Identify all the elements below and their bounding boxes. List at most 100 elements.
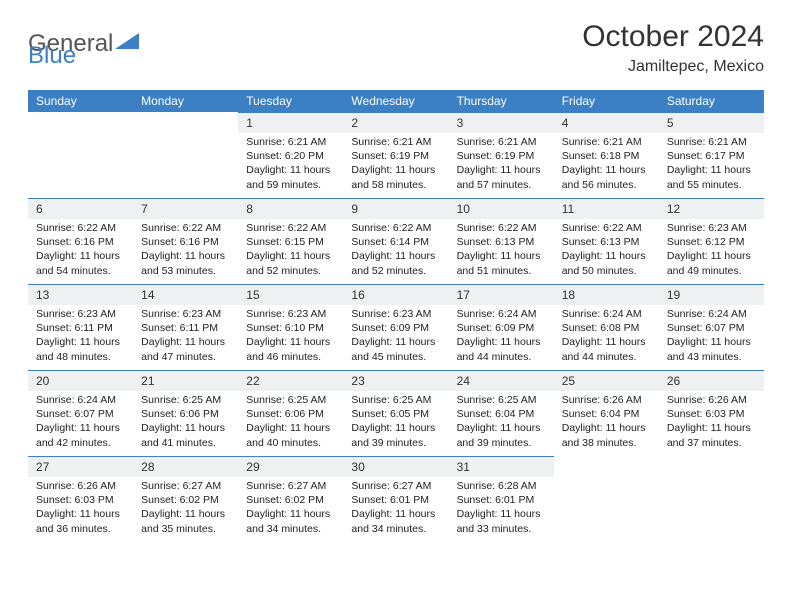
day-info: Sunrise: 6:22 AMSunset: 6:13 PMDaylight:… xyxy=(554,219,659,282)
calendar-cell: 29Sunrise: 6:27 AMSunset: 6:02 PMDayligh… xyxy=(238,456,343,542)
page-title: October 2024 xyxy=(582,20,764,54)
day-info: Sunrise: 6:22 AMSunset: 6:16 PMDaylight:… xyxy=(28,219,133,282)
day-info: Sunrise: 6:23 AMSunset: 6:11 PMDaylight:… xyxy=(133,305,238,368)
calendar-cell xyxy=(28,112,133,198)
day-info: Sunrise: 6:21 AMSunset: 6:18 PMDaylight:… xyxy=(554,133,659,196)
calendar-cell: 21Sunrise: 6:25 AMSunset: 6:06 PMDayligh… xyxy=(133,370,238,456)
calendar-cell: 12Sunrise: 6:23 AMSunset: 6:12 PMDayligh… xyxy=(659,198,764,284)
day-info: Sunrise: 6:26 AMSunset: 6:03 PMDaylight:… xyxy=(659,391,764,454)
day-number: 12 xyxy=(659,198,764,219)
day-number: 28 xyxy=(133,456,238,477)
day-info: Sunrise: 6:21 AMSunset: 6:17 PMDaylight:… xyxy=(659,133,764,196)
calendar-cell: 19Sunrise: 6:24 AMSunset: 6:07 PMDayligh… xyxy=(659,284,764,370)
day-info: Sunrise: 6:23 AMSunset: 6:12 PMDaylight:… xyxy=(659,219,764,282)
calendar-cell: 1Sunrise: 6:21 AMSunset: 6:20 PMDaylight… xyxy=(238,112,343,198)
day-info: Sunrise: 6:23 AMSunset: 6:11 PMDaylight:… xyxy=(28,305,133,368)
day-number: 4 xyxy=(554,112,659,133)
calendar-cell: 24Sunrise: 6:25 AMSunset: 6:04 PMDayligh… xyxy=(449,370,554,456)
calendar-cell: 8Sunrise: 6:22 AMSunset: 6:15 PMDaylight… xyxy=(238,198,343,284)
weekday-header: Friday xyxy=(554,90,659,112)
day-number: 15 xyxy=(238,284,343,305)
day-info: Sunrise: 6:25 AMSunset: 6:06 PMDaylight:… xyxy=(133,391,238,454)
calendar-cell: 10Sunrise: 6:22 AMSunset: 6:13 PMDayligh… xyxy=(449,198,554,284)
day-info: Sunrise: 6:25 AMSunset: 6:04 PMDaylight:… xyxy=(449,391,554,454)
weekday-header: Monday xyxy=(133,90,238,112)
title-block: October 2024 Jamiltepec, Mexico xyxy=(582,20,764,76)
day-info: Sunrise: 6:24 AMSunset: 6:08 PMDaylight:… xyxy=(554,305,659,368)
day-number: 26 xyxy=(659,370,764,391)
calendar-cell: 14Sunrise: 6:23 AMSunset: 6:11 PMDayligh… xyxy=(133,284,238,370)
day-number: 22 xyxy=(238,370,343,391)
calendar-week-row: 20Sunrise: 6:24 AMSunset: 6:07 PMDayligh… xyxy=(28,370,764,456)
day-number: 9 xyxy=(343,198,448,219)
weekday-header: Thursday xyxy=(449,90,554,112)
logo: General Blue xyxy=(28,20,139,68)
day-info: Sunrise: 6:22 AMSunset: 6:13 PMDaylight:… xyxy=(449,219,554,282)
weekday-header: Sunday xyxy=(28,90,133,112)
day-number: 29 xyxy=(238,456,343,477)
calendar-cell: 9Sunrise: 6:22 AMSunset: 6:14 PMDaylight… xyxy=(343,198,448,284)
calendar-cell: 25Sunrise: 6:26 AMSunset: 6:04 PMDayligh… xyxy=(554,370,659,456)
day-info: Sunrise: 6:26 AMSunset: 6:03 PMDaylight:… xyxy=(28,477,133,540)
calendar-cell: 18Sunrise: 6:24 AMSunset: 6:08 PMDayligh… xyxy=(554,284,659,370)
day-info: Sunrise: 6:22 AMSunset: 6:15 PMDaylight:… xyxy=(238,219,343,282)
day-info: Sunrise: 6:26 AMSunset: 6:04 PMDaylight:… xyxy=(554,391,659,454)
day-number: 10 xyxy=(449,198,554,219)
calendar-cell xyxy=(133,112,238,198)
weekday-header: Wednesday xyxy=(343,90,448,112)
calendar-week-row: 13Sunrise: 6:23 AMSunset: 6:11 PMDayligh… xyxy=(28,284,764,370)
calendar-cell: 13Sunrise: 6:23 AMSunset: 6:11 PMDayligh… xyxy=(28,284,133,370)
day-info: Sunrise: 6:25 AMSunset: 6:06 PMDaylight:… xyxy=(238,391,343,454)
calendar-cell: 5Sunrise: 6:21 AMSunset: 6:17 PMDaylight… xyxy=(659,112,764,198)
day-info: Sunrise: 6:21 AMSunset: 6:19 PMDaylight:… xyxy=(343,133,448,196)
calendar-cell: 4Sunrise: 6:21 AMSunset: 6:18 PMDaylight… xyxy=(554,112,659,198)
calendar-header-row: SundayMondayTuesdayWednesdayThursdayFrid… xyxy=(28,90,764,112)
calendar-cell xyxy=(554,456,659,542)
day-number: 2 xyxy=(343,112,448,133)
calendar-cell: 31Sunrise: 6:28 AMSunset: 6:01 PMDayligh… xyxy=(449,456,554,542)
day-info: Sunrise: 6:21 AMSunset: 6:20 PMDaylight:… xyxy=(238,133,343,196)
calendar-cell: 30Sunrise: 6:27 AMSunset: 6:01 PMDayligh… xyxy=(343,456,448,542)
day-info: Sunrise: 6:27 AMSunset: 6:02 PMDaylight:… xyxy=(133,477,238,540)
calendar-week-row: 6Sunrise: 6:22 AMSunset: 6:16 PMDaylight… xyxy=(28,198,764,284)
calendar-cell: 15Sunrise: 6:23 AMSunset: 6:10 PMDayligh… xyxy=(238,284,343,370)
day-info: Sunrise: 6:27 AMSunset: 6:02 PMDaylight:… xyxy=(238,477,343,540)
calendar-cell: 11Sunrise: 6:22 AMSunset: 6:13 PMDayligh… xyxy=(554,198,659,284)
day-number: 23 xyxy=(343,370,448,391)
header: General Blue October 2024 Jamiltepec, Me… xyxy=(28,20,764,76)
calendar-cell: 23Sunrise: 6:25 AMSunset: 6:05 PMDayligh… xyxy=(343,370,448,456)
day-number: 17 xyxy=(449,284,554,305)
day-number: 27 xyxy=(28,456,133,477)
calendar-cell: 3Sunrise: 6:21 AMSunset: 6:19 PMDaylight… xyxy=(449,112,554,198)
calendar-cell: 6Sunrise: 6:22 AMSunset: 6:16 PMDaylight… xyxy=(28,198,133,284)
day-number: 13 xyxy=(28,284,133,305)
weekday-header: Tuesday xyxy=(238,90,343,112)
calendar-week-row: 1Sunrise: 6:21 AMSunset: 6:20 PMDaylight… xyxy=(28,112,764,198)
day-number: 20 xyxy=(28,370,133,391)
calendar-cell xyxy=(659,456,764,542)
day-info: Sunrise: 6:24 AMSunset: 6:07 PMDaylight:… xyxy=(28,391,133,454)
weekday-header: Saturday xyxy=(659,90,764,112)
calendar-cell: 26Sunrise: 6:26 AMSunset: 6:03 PMDayligh… xyxy=(659,370,764,456)
day-number: 3 xyxy=(449,112,554,133)
day-number: 11 xyxy=(554,198,659,219)
day-number: 31 xyxy=(449,456,554,477)
day-number: 30 xyxy=(343,456,448,477)
day-info: Sunrise: 6:23 AMSunset: 6:10 PMDaylight:… xyxy=(238,305,343,368)
calendar-cell: 17Sunrise: 6:24 AMSunset: 6:09 PMDayligh… xyxy=(449,284,554,370)
day-number: 19 xyxy=(659,284,764,305)
calendar-cell: 16Sunrise: 6:23 AMSunset: 6:09 PMDayligh… xyxy=(343,284,448,370)
day-number: 25 xyxy=(554,370,659,391)
day-info: Sunrise: 6:22 AMSunset: 6:14 PMDaylight:… xyxy=(343,219,448,282)
logo-text-2: Blue xyxy=(28,42,76,70)
calendar-cell: 20Sunrise: 6:24 AMSunset: 6:07 PMDayligh… xyxy=(28,370,133,456)
day-info: Sunrise: 6:24 AMSunset: 6:07 PMDaylight:… xyxy=(659,305,764,368)
day-number: 21 xyxy=(133,370,238,391)
day-info: Sunrise: 6:23 AMSunset: 6:09 PMDaylight:… xyxy=(343,305,448,368)
calendar-body: 1Sunrise: 6:21 AMSunset: 6:20 PMDaylight… xyxy=(28,112,764,542)
day-info: Sunrise: 6:28 AMSunset: 6:01 PMDaylight:… xyxy=(449,477,554,540)
day-info: Sunrise: 6:21 AMSunset: 6:19 PMDaylight:… xyxy=(449,133,554,196)
calendar-cell: 2Sunrise: 6:21 AMSunset: 6:19 PMDaylight… xyxy=(343,112,448,198)
calendar-cell: 22Sunrise: 6:25 AMSunset: 6:06 PMDayligh… xyxy=(238,370,343,456)
day-info: Sunrise: 6:27 AMSunset: 6:01 PMDaylight:… xyxy=(343,477,448,540)
